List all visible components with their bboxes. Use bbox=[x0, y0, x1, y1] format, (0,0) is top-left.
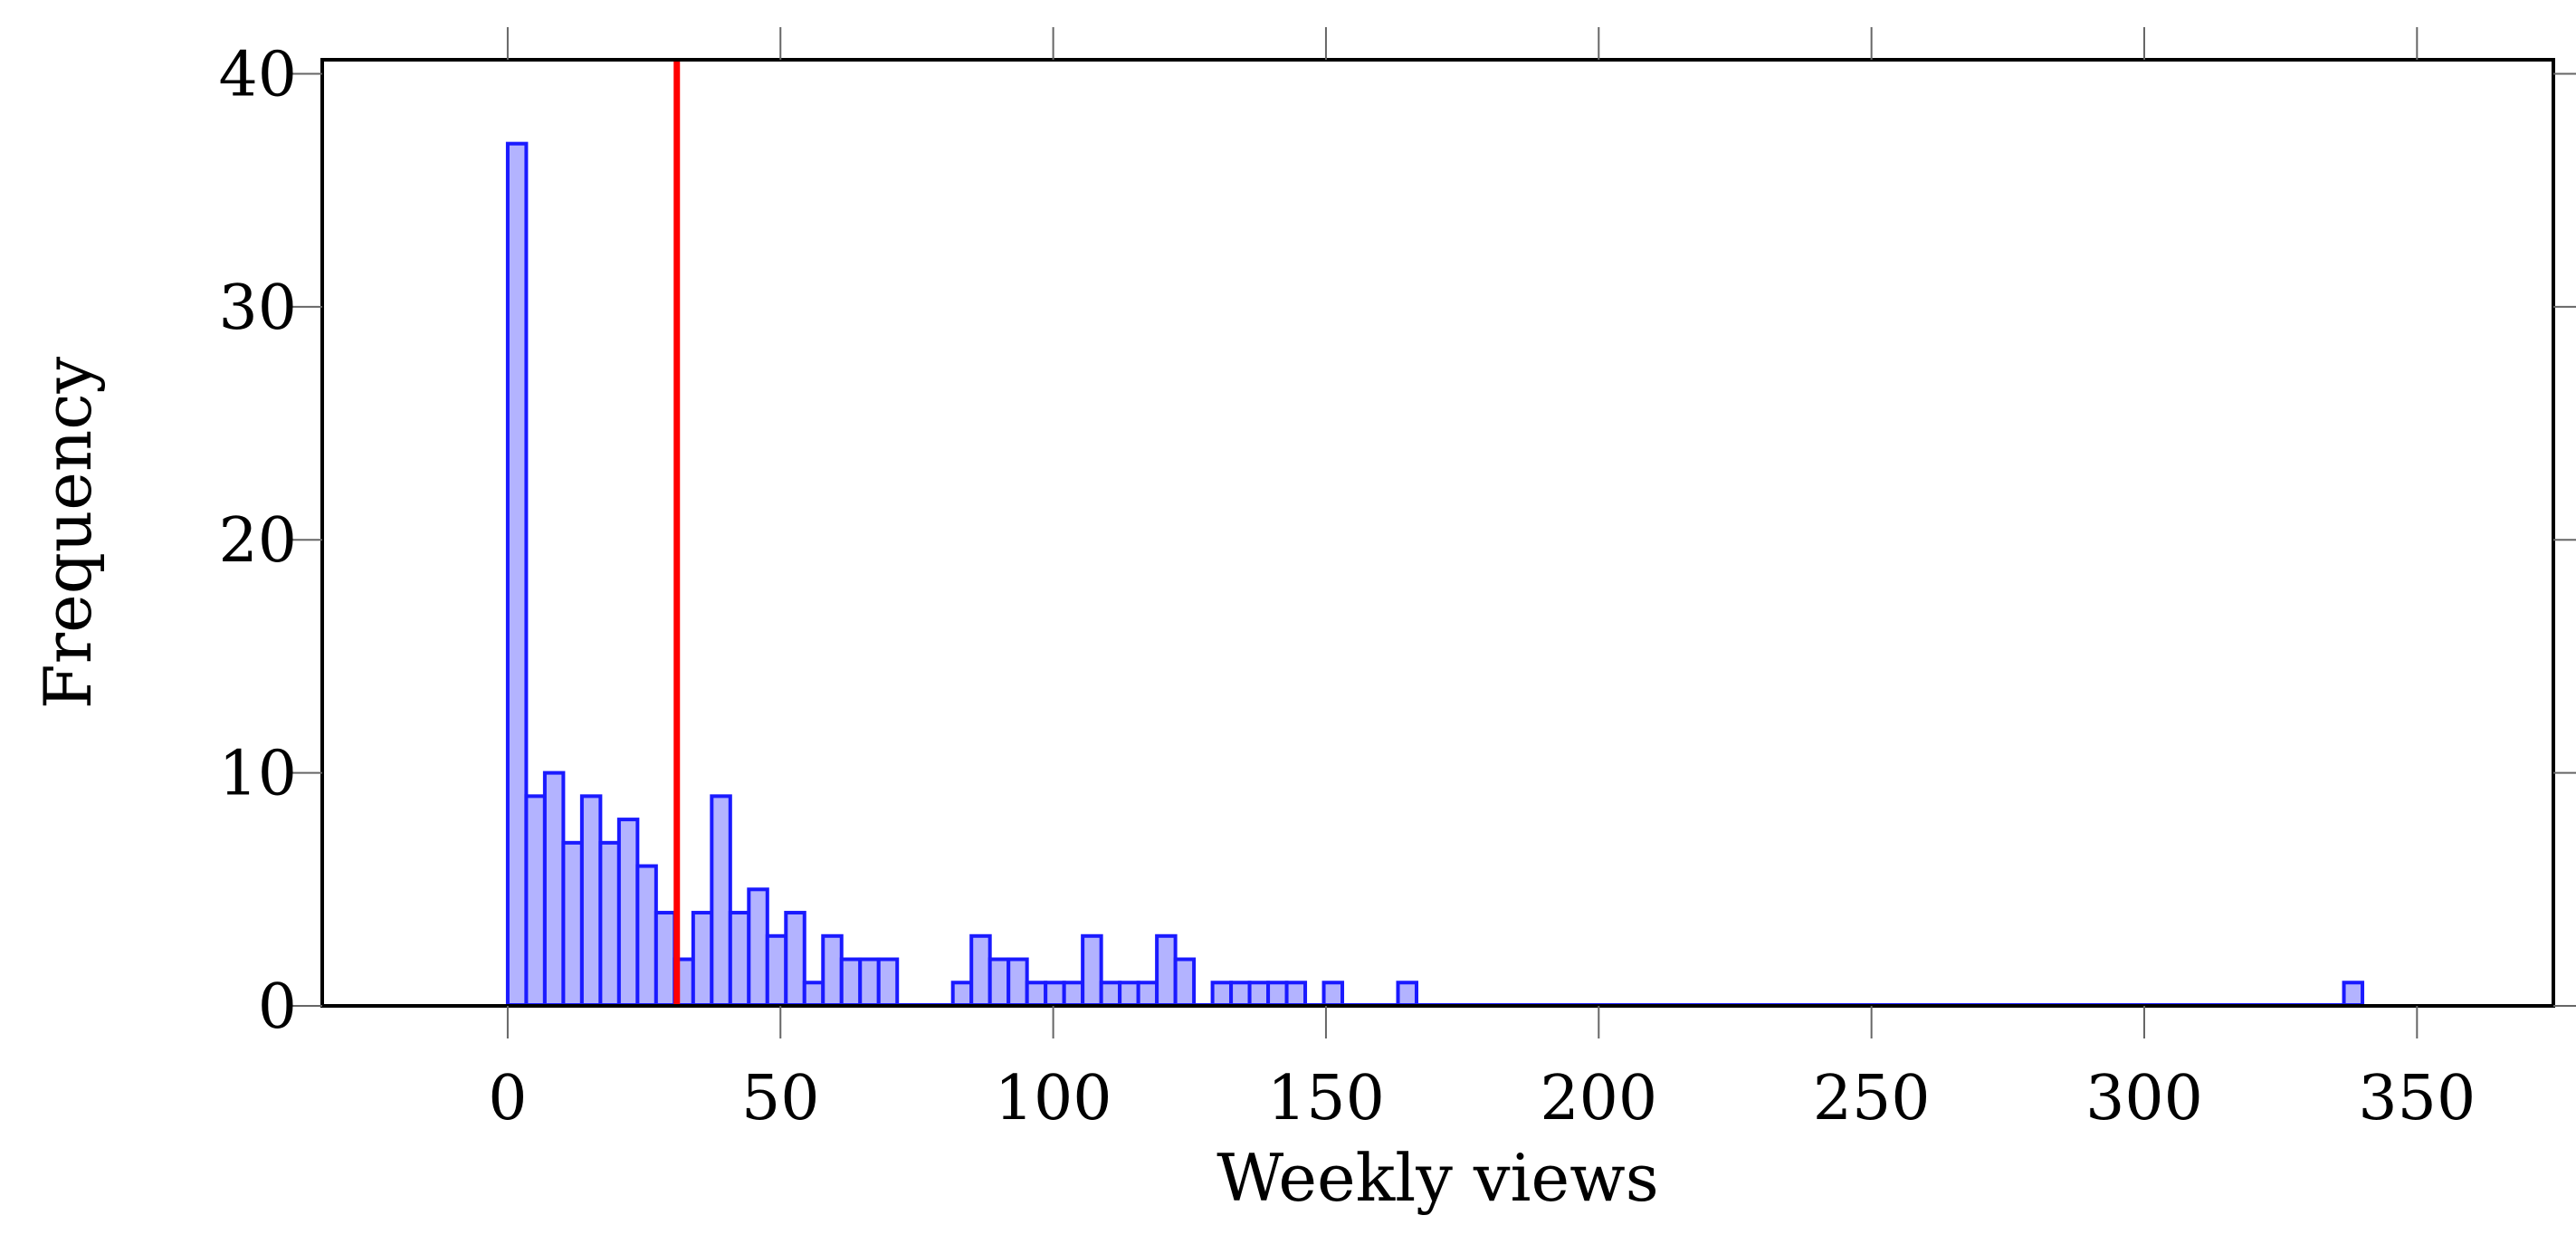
histogram-bar bbox=[1321, 981, 1345, 1009]
histogram-bar bbox=[1044, 981, 1066, 1009]
y-tick-labels: 0 10 20 30 40 bbox=[218, 39, 297, 1043]
histogram-bar bbox=[950, 981, 974, 1009]
histogram-bar bbox=[1007, 957, 1029, 1009]
histogram-bar bbox=[1155, 933, 1178, 1008]
histogram-bars bbox=[505, 141, 2365, 1009]
histogram-bar bbox=[1266, 981, 1289, 1009]
histogram-bar bbox=[784, 911, 806, 1008]
x-tick-label: 0 bbox=[488, 1063, 527, 1134]
histogram-bar bbox=[616, 818, 640, 1009]
histogram-bar bbox=[561, 840, 584, 1008]
histogram-bar bbox=[505, 141, 529, 1008]
x-tick-label: 300 bbox=[2085, 1063, 2203, 1134]
x-tick-labels: 0 50 100 150 200 250 300 350 bbox=[488, 1063, 2476, 1134]
histogram-bar bbox=[969, 933, 992, 1008]
histogram-bar bbox=[1099, 981, 1122, 1009]
x-axis-label: Weekly views bbox=[1216, 1140, 1658, 1216]
y-tick-label: 30 bbox=[218, 273, 297, 344]
plot-frame bbox=[320, 58, 2555, 1008]
histogram-bar bbox=[579, 794, 603, 1008]
histogram-bar bbox=[1025, 981, 1048, 1009]
histogram-bar bbox=[802, 981, 825, 1009]
y-tick-label: 40 bbox=[218, 39, 297, 110]
axis-ticks bbox=[290, 27, 2576, 1038]
y-axis-label: Frequency bbox=[30, 356, 106, 709]
histogram-bar bbox=[876, 957, 900, 1009]
x-tick-label: 350 bbox=[2358, 1063, 2476, 1134]
histogram-bar bbox=[2342, 981, 2365, 1009]
histogram-bar bbox=[1396, 981, 1418, 1009]
histogram-bar bbox=[635, 864, 658, 1009]
histogram-bar bbox=[987, 957, 1011, 1009]
histogram-bar bbox=[1284, 981, 1308, 1009]
histogram-bar bbox=[1229, 981, 1252, 1009]
histogram-bar bbox=[1173, 957, 1197, 1009]
histogram-bar bbox=[821, 933, 844, 1008]
histogram-bar bbox=[839, 957, 863, 1009]
y-tick-label: 10 bbox=[218, 739, 297, 810]
histogram-bar bbox=[1081, 933, 1103, 1008]
y-tick-label: 0 bbox=[258, 971, 297, 1043]
histogram-bar bbox=[765, 933, 788, 1008]
histogram-bar bbox=[542, 770, 566, 1008]
histogram-bar bbox=[1118, 981, 1140, 1009]
histogram-bar bbox=[1210, 981, 1234, 1009]
x-tick-label: 50 bbox=[741, 1063, 820, 1134]
x-tick-label: 150 bbox=[1267, 1063, 1385, 1134]
histogram-bar bbox=[1247, 981, 1271, 1009]
y-tick-label: 20 bbox=[218, 505, 297, 577]
x-tick-label: 250 bbox=[1813, 1063, 1931, 1134]
histogram-bar bbox=[710, 794, 732, 1008]
x-tick-label: 200 bbox=[1540, 1063, 1657, 1134]
histogram-bar bbox=[1062, 981, 1085, 1009]
x-tick-label: 100 bbox=[995, 1063, 1112, 1134]
histogram-bar bbox=[858, 957, 881, 1009]
histogram-bar bbox=[747, 887, 769, 1008]
histogram-bar bbox=[1136, 981, 1159, 1009]
histogram-bar bbox=[598, 840, 621, 1008]
histogram-bar bbox=[654, 911, 677, 1008]
histogram-bar bbox=[728, 911, 751, 1008]
histogram-bar bbox=[691, 911, 714, 1008]
histogram-bar bbox=[524, 794, 547, 1008]
